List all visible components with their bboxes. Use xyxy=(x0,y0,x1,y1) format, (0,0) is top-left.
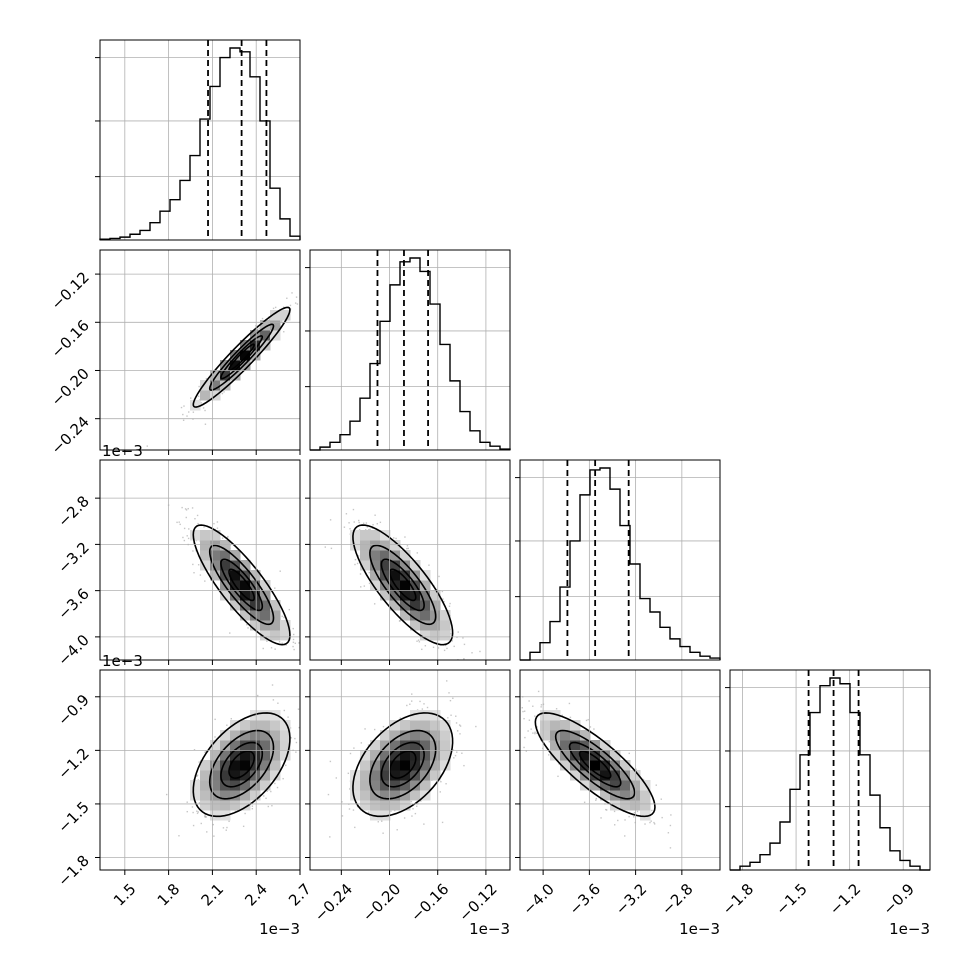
x-offset-label: 1e−3 xyxy=(469,920,510,938)
panel-1-2 xyxy=(95,249,301,455)
contour-4 xyxy=(192,524,291,646)
hist-panel-2 xyxy=(305,249,511,451)
y-tick-label: −1.2 xyxy=(54,744,92,782)
y-tick-label: −1.5 xyxy=(54,798,92,836)
contour-4 xyxy=(352,712,454,818)
y-tick-label: −0.16 xyxy=(48,316,93,361)
contour-1 xyxy=(388,568,417,602)
x-tick-label: 1.8 xyxy=(154,880,184,910)
contour-3 xyxy=(554,729,636,800)
panel-2-4 xyxy=(305,669,511,875)
x-tick-label: 2.7 xyxy=(285,880,315,910)
y-offset-label: 1e−3 xyxy=(102,652,143,670)
x-offset-label: 1e−3 xyxy=(679,920,720,938)
panel-1-3 xyxy=(95,459,301,665)
y-tick-label: −0.20 xyxy=(48,365,93,410)
contour-3 xyxy=(208,323,275,391)
density-grid xyxy=(350,710,451,821)
panel-1-4 xyxy=(95,669,301,875)
contour-1 xyxy=(578,750,612,779)
y-offset-label: 1e−3 xyxy=(102,442,143,460)
contour-2 xyxy=(380,741,425,788)
x-tick-label: −3.2 xyxy=(612,880,650,918)
contour-1 xyxy=(388,750,417,779)
x-tick-label: −0.20 xyxy=(359,880,404,925)
contour-3 xyxy=(369,544,437,626)
x-tick-label: −0.16 xyxy=(407,880,452,925)
histogram-1 xyxy=(99,47,301,240)
y-tick-label: −0.24 xyxy=(48,413,93,458)
y-tick-label: −2.8 xyxy=(54,492,92,530)
contour-4 xyxy=(352,524,454,646)
y-tick-label: −0.9 xyxy=(54,691,92,729)
x-tick-label: 2.4 xyxy=(241,880,271,910)
x-tick-label: 1.5 xyxy=(110,880,140,910)
histogram-4 xyxy=(730,677,930,871)
contour-2 xyxy=(568,741,622,788)
histogram-2 xyxy=(310,257,511,451)
panel-2-3 xyxy=(305,459,511,665)
x-offset-label: 1e−3 xyxy=(259,920,300,938)
x-tick-label: −1.5 xyxy=(772,880,810,918)
contour-2 xyxy=(220,335,264,380)
hist-panel-3 xyxy=(515,459,721,661)
x-tick-label: −0.9 xyxy=(879,880,917,918)
y-tick-label: −4.0 xyxy=(54,631,92,669)
contour-3 xyxy=(208,729,275,800)
contour-1 xyxy=(228,568,256,602)
y-tick-label: −3.2 xyxy=(54,538,92,576)
contour-1 xyxy=(228,343,255,372)
contour-2 xyxy=(220,741,264,788)
x-tick-label: −1.2 xyxy=(826,880,864,918)
x-tick-label: −1.8 xyxy=(719,880,757,918)
y-tick-label: −3.6 xyxy=(54,585,92,623)
x-tick-label: −3.6 xyxy=(566,880,604,918)
y-tick-label: −0.12 xyxy=(48,268,93,313)
x-tick-label: −0.24 xyxy=(311,880,356,925)
histogram-3 xyxy=(520,467,721,661)
contour-3 xyxy=(369,729,437,800)
panel-3-4 xyxy=(515,669,721,875)
contour-1 xyxy=(228,750,256,779)
density-grid xyxy=(190,710,291,821)
x-tick-label: 2.1 xyxy=(198,880,228,910)
contour-3 xyxy=(208,544,275,626)
x-tick-label: −4.0 xyxy=(519,880,557,918)
y-tick-label: −1.8 xyxy=(54,852,92,890)
contour-4 xyxy=(192,712,291,818)
contour-2 xyxy=(380,558,425,612)
x-tick-label: −0.12 xyxy=(455,880,500,925)
contour-4 xyxy=(534,712,656,818)
contour-4 xyxy=(192,306,291,408)
x-tick-label: −2.8 xyxy=(658,880,696,918)
hist-panel-1 xyxy=(95,39,301,241)
x-offset-label: 1e−3 xyxy=(889,920,930,938)
hist-panel-4 xyxy=(725,669,931,871)
